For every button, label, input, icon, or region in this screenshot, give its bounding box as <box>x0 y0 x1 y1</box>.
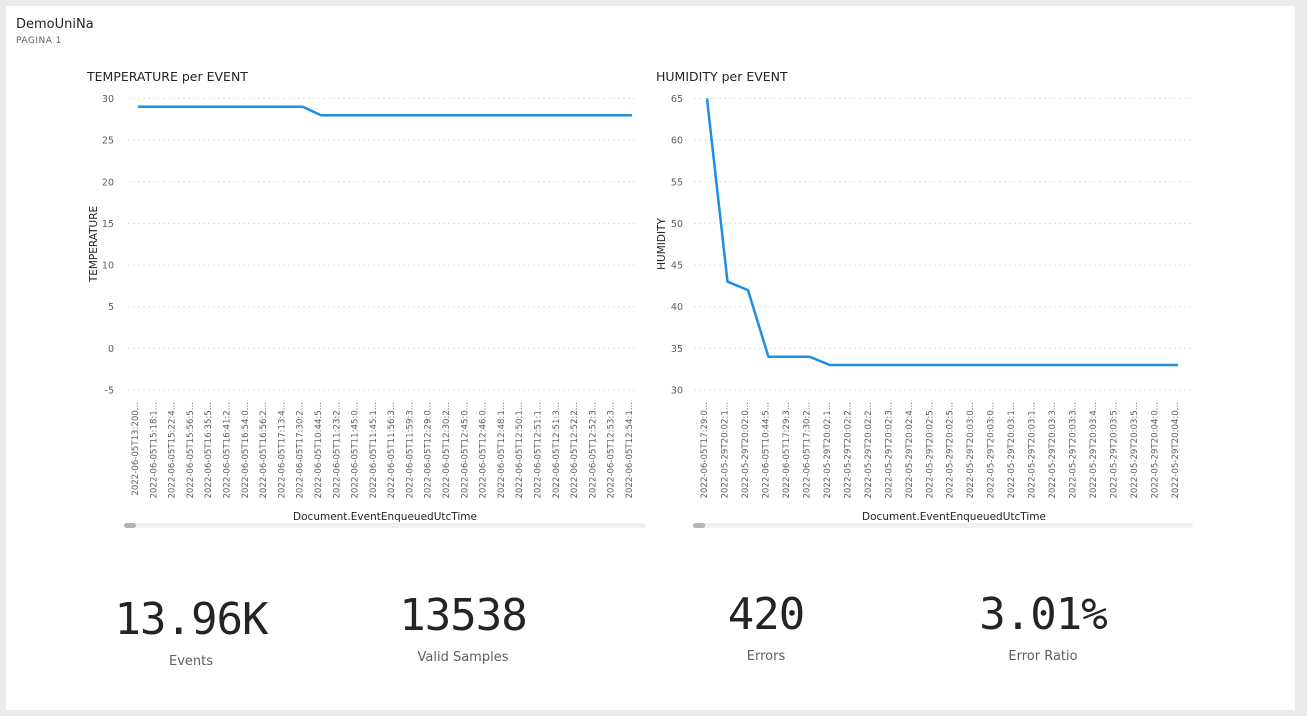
scrollbar-thumb[interactable] <box>124 523 136 528</box>
y-tick-label: 40 <box>671 302 683 313</box>
x-tick-label: 2022-06-05T11:56:3... <box>387 402 397 499</box>
page-name: PAGINA 1 <box>16 36 62 46</box>
kpi-value: 3.01% <box>979 589 1107 640</box>
y-tick-label: 60 <box>671 136 683 147</box>
y-tick-label: 65 <box>671 94 683 105</box>
kpi-card-errors[interactable]: 420 Errors <box>671 589 861 665</box>
x-tick-label: 2022-05-29T20:03:3... <box>1069 402 1079 499</box>
kpi-card-error-ratio[interactable]: 3.01% Error Ratio <box>948 589 1138 665</box>
kpi-value: 13.96K <box>114 594 269 645</box>
x-tick-label: 2022-06-05T12:48:1... <box>497 402 507 499</box>
x-tick-label: 2022-05-29T20:02:5... <box>946 402 956 499</box>
x-tick-label: 2022-06-05T16:56:2... <box>259 402 269 499</box>
y-tick-label: 10 <box>102 261 114 272</box>
y-tick-label: 30 <box>671 386 683 397</box>
chart-title: HUMIDITY per EVENT <box>656 69 788 84</box>
x-tick-label: 2022-05-29T20:03:1... <box>1028 402 1038 499</box>
y-tick-label: 0 <box>108 344 114 355</box>
y-tick-label: 35 <box>671 344 683 355</box>
y-axis-label: HUMIDITY <box>656 218 668 270</box>
x-tick-label: 2022-05-29T20:04:0... <box>1151 402 1161 499</box>
x-tick-label: 2022-06-05T17:29:0... <box>700 402 710 499</box>
kpi-value: 13538 <box>399 590 527 641</box>
report-title: DemoUniNa <box>16 17 94 32</box>
kpi-card-events[interactable]: 13.96K Events <box>96 594 286 670</box>
x-tick-label: 2022-05-29T20:04:0... <box>1171 402 1181 499</box>
y-tick-label: 25 <box>102 136 114 147</box>
x-tick-label: 2022-06-05T12:29:0... <box>424 402 434 499</box>
y-tick-label: 15 <box>102 219 114 230</box>
x-tick-label: 2022-05-29T20:03:0... <box>966 402 976 499</box>
x-tick-label: 2022-06-05T12:45:0... <box>460 402 470 499</box>
y-tick-label: 45 <box>671 261 683 272</box>
x-tick-label: 2022-05-29T20:03:5... <box>1130 402 1140 499</box>
x-tick-label: 2022-05-29T20:03:0... <box>987 402 997 499</box>
scrollbar-thumb[interactable] <box>693 523 705 528</box>
x-axis-label: Document.EventEnqueuedUtcTime <box>293 511 477 523</box>
x-tick-label: 2022-06-05T16:41:2... <box>222 402 232 499</box>
x-tick-label: 2022-06-05T15:18:1... <box>149 402 159 499</box>
x-tick-label: 2022-06-05T15:56:5... <box>186 402 196 499</box>
x-tick-label: 2022-05-29T20:02:3... <box>884 402 894 499</box>
x-tick-label: 2022-06-05T11:23:2... <box>332 402 342 499</box>
x-tick-label: 2022-06-05T17:29:3... <box>782 402 792 499</box>
x-tick-label: 2022-05-29T20:02:0... <box>741 402 751 499</box>
x-tick-label: 2022-06-05T11:59:3... <box>405 402 415 499</box>
y-tick-label: -5 <box>105 386 114 397</box>
y-tick-label: 30 <box>102 94 114 105</box>
x-tick-label: 2022-06-05T11:45:1... <box>369 402 379 499</box>
x-tick-label: 2022-05-29T20:03:5... <box>1110 402 1120 499</box>
kpi-label: Errors <box>746 649 786 664</box>
y-tick-label: 5 <box>108 302 114 313</box>
x-tick-label: 2022-06-05T15:22:4... <box>168 402 178 499</box>
x-tick-label: 2022-05-29T20:03:4... <box>1089 402 1099 499</box>
y-tick-label: 20 <box>102 177 114 188</box>
kpi-label: Valid Samples <box>417 650 509 665</box>
x-tick-label: 2022-06-05T17:30:2... <box>802 402 812 499</box>
x-tick-label: 2022-06-05T13:200... <box>131 402 141 496</box>
x-tick-label: 2022-05-29T20:02:2... <box>864 402 874 499</box>
series-line[interactable] <box>138 105 632 117</box>
kpi-label: Events <box>168 654 213 669</box>
horizontal-scrollbar[interactable] <box>693 523 1193 528</box>
humidity-line-chart[interactable]: HUMIDITY per EVENT6560555045403530HUMIDI… <box>6 6 1295 546</box>
kpi-label: Error Ratio <box>1008 649 1078 664</box>
y-axis-label: TEMPERATURE <box>88 206 100 283</box>
series-line[interactable] <box>705 98 1178 367</box>
x-tick-label: 2022-06-05T12:51:1... <box>534 402 544 499</box>
x-tick-label: 2022-06-05T16:35:5... <box>204 402 214 499</box>
x-tick-label: 2022-06-05T12:52:2... <box>570 402 580 499</box>
x-tick-label: 2022-06-05T12:51:3... <box>552 402 562 499</box>
x-axis-label: Document.EventEnqueuedUtcTime <box>862 511 1046 523</box>
x-tick-label: 2022-06-05T12:54:1... <box>625 402 635 499</box>
report-canvas: DemoUniNa PAGINA 1 TEMPERATURE per EVENT… <box>6 6 1295 710</box>
x-tick-label: 2022-06-05T12:46:0... <box>479 402 489 499</box>
horizontal-scrollbar[interactable] <box>124 523 646 528</box>
kpi-value: 420 <box>727 589 805 640</box>
x-tick-label: 2022-06-05T12:50:1... <box>515 402 525 499</box>
x-tick-label: 2022-05-29T20:03:3... <box>1048 402 1058 499</box>
x-tick-label: 2022-05-29T20:03:1... <box>1007 402 1017 499</box>
kpi-card-valid-samples[interactable]: 13538 Valid Samples <box>368 590 558 666</box>
x-tick-label: 2022-06-05T12:52:3... <box>588 402 598 499</box>
x-tick-label: 2022-06-05T17:13:4... <box>277 402 287 499</box>
x-tick-label: 2022-06-05T10:44:5... <box>761 402 771 499</box>
chart-title: TEMPERATURE per EVENT <box>86 69 248 84</box>
x-tick-label: 2022-06-05T10:44:5... <box>314 402 324 499</box>
y-tick-label: 55 <box>671 177 683 188</box>
x-tick-label: 2022-05-29T20:02:2... <box>843 402 853 499</box>
x-tick-label: 2022-06-05T12:30:2... <box>442 402 452 499</box>
y-tick-label: 50 <box>671 219 683 230</box>
temperature-line-chart[interactable]: TEMPERATURE per EVENT302520151050-5TEMPE… <box>6 6 1295 546</box>
x-tick-label: 2022-06-05T11:45:0... <box>351 402 361 499</box>
x-tick-label: 2022-05-29T20:02:4... <box>905 402 915 499</box>
x-tick-label: 2022-05-29T20:02:1... <box>720 402 730 499</box>
x-tick-label: 2022-06-05T16:54:0... <box>241 402 251 499</box>
x-tick-label: 2022-06-05T17:30:2... <box>296 402 306 499</box>
x-tick-label: 2022-05-29T20:02:5... <box>925 402 935 499</box>
x-tick-label: 2022-05-29T20:02:1... <box>823 402 833 499</box>
x-tick-label: 2022-06-05T12:53:3... <box>607 402 617 499</box>
